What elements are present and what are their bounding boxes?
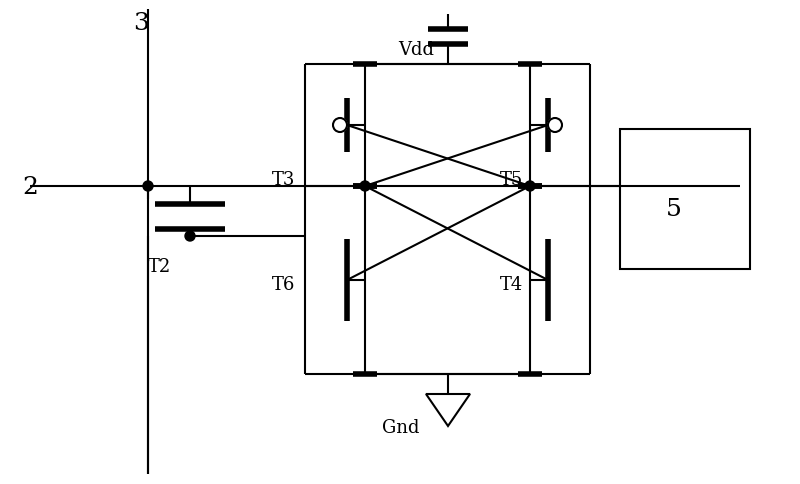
Circle shape: [143, 182, 153, 192]
Bar: [620, 130, 750, 270]
Text: Vdd: Vdd: [398, 41, 434, 59]
Text: T3: T3: [272, 171, 295, 189]
Text: 3: 3: [133, 12, 149, 34]
Circle shape: [548, 119, 562, 133]
Circle shape: [333, 119, 347, 133]
Text: T6: T6: [272, 275, 295, 293]
Circle shape: [360, 182, 370, 192]
Text: 2: 2: [22, 175, 38, 198]
Circle shape: [185, 231, 195, 242]
Text: T5: T5: [500, 171, 523, 189]
Text: T2: T2: [148, 257, 171, 275]
Text: 5: 5: [666, 198, 682, 221]
Circle shape: [525, 182, 535, 192]
Text: T4: T4: [500, 275, 523, 293]
Text: Gnd: Gnd: [382, 418, 419, 436]
